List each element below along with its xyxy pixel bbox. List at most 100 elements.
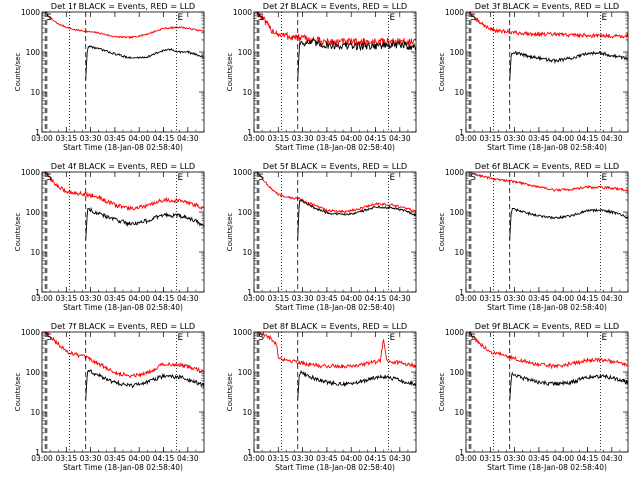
chart-title: Det 6f BLACK = Events, RED = LLD <box>475 161 619 171</box>
x-tick-label: 04:15 <box>153 294 175 303</box>
y-tick-label: 1 <box>247 288 252 297</box>
x-tick-label: 03:15 <box>479 134 501 143</box>
x-tick-label: 03:45 <box>104 454 126 463</box>
y-tick-label: 1000 <box>445 328 464 337</box>
x-tick-label: 03:00 <box>455 294 477 303</box>
x-tick-label: 03:00 <box>243 134 265 143</box>
x-tick-label: 03:15 <box>267 294 289 303</box>
x-axis-label: Start Time (18-Jan-08 02:58:40) <box>275 303 395 312</box>
y-axis-label: Counts/sec <box>14 53 22 92</box>
x-tick-label: 03:30 <box>504 134 526 143</box>
series-line-lld <box>254 330 417 369</box>
marker-label: E <box>601 333 607 343</box>
y-tick-label: 1000 <box>21 328 40 337</box>
chart-panel-6: Det 6f BLACK = Events, RED = LLD S E 1 10 100… <box>438 161 629 312</box>
chart-panel-3: Det 3f BLACK = Events, RED = LLD S E 1 10 100… <box>438 1 629 152</box>
series-line-lld <box>254 171 417 214</box>
chart-title: Det 1f BLACK = Events, RED = LLD <box>51 1 195 11</box>
x-tick-label: 03:15 <box>267 134 289 143</box>
x-tick-label: 03:45 <box>316 454 338 463</box>
y-tick-label: 100 <box>26 48 41 57</box>
x-tick-label: 03:30 <box>292 294 314 303</box>
x-axis-label: Start Time (18-Jan-08 02:58:40) <box>63 143 183 152</box>
marker-label: S <box>470 333 476 343</box>
y-axis-label: Counts/sec <box>226 373 234 412</box>
x-tick-label: 03:45 <box>316 294 338 303</box>
plot-frame <box>41 171 205 293</box>
marker-label: E <box>177 13 183 23</box>
y-tick-label: 10 <box>30 408 40 417</box>
series-line-lld <box>254 11 417 47</box>
series-line-lld <box>42 171 205 212</box>
chart-title: Det 3f BLACK = Events, RED = LLD <box>475 1 619 11</box>
marker-label: S <box>258 333 264 343</box>
x-tick-label: 03:15 <box>55 294 77 303</box>
series-line-events <box>85 206 205 241</box>
x-axis-label: Start Time (18-Jan-08 02:58:40) <box>275 143 395 152</box>
y-tick-label: 1 <box>35 128 40 137</box>
marker-label: S <box>258 13 264 23</box>
x-tick-label: 03:00 <box>31 294 53 303</box>
y-tick-label: 100 <box>238 368 253 377</box>
series-line-events <box>297 198 417 241</box>
y-tick-label: 1 <box>247 128 252 137</box>
x-tick-label: 03:15 <box>479 294 501 303</box>
x-axis-label: Start Time (18-Jan-08 02:58:40) <box>487 463 607 472</box>
chart-title: Det 8f BLACK = Events, RED = LLD <box>263 321 407 331</box>
marker-label: S <box>470 173 476 183</box>
x-tick-label: 03:00 <box>31 134 53 143</box>
y-tick-label: 1000 <box>21 8 40 17</box>
series-line-lld <box>466 171 629 193</box>
x-tick-label: 03:15 <box>479 454 501 463</box>
y-tick-label: 100 <box>26 368 41 377</box>
x-tick-label: 03:00 <box>455 134 477 143</box>
chart-title: Det 5f BLACK = Events, RED = LLD <box>263 161 407 171</box>
x-tick-label: 03:15 <box>55 454 77 463</box>
x-tick-label: 03:30 <box>80 454 102 463</box>
chart-title: Det 9f BLACK = Events, RED = LLD <box>475 321 619 331</box>
plot-frame <box>465 331 629 453</box>
x-tick-label: 03:00 <box>243 294 265 303</box>
series-line-events <box>85 45 205 81</box>
y-tick-label: 1000 <box>21 168 40 177</box>
x-tick-label: 04:00 <box>128 454 150 463</box>
y-tick-label: 100 <box>450 48 465 57</box>
x-tick-label: 03:30 <box>80 134 102 143</box>
y-tick-label: 1000 <box>233 168 252 177</box>
x-tick-label: 03:45 <box>316 134 338 143</box>
x-tick-label: 03:45 <box>104 294 126 303</box>
x-tick-label: 04:30 <box>389 454 411 463</box>
x-tick-label: 04:15 <box>365 294 387 303</box>
x-axis-label: Start Time (18-Jan-08 02:58:40) <box>487 303 607 312</box>
x-tick-label: 04:15 <box>365 134 387 143</box>
series-line-events <box>297 369 417 400</box>
y-tick-label: 1 <box>459 448 464 457</box>
marker-label: E <box>177 333 183 343</box>
y-tick-label: 100 <box>450 368 465 377</box>
chart-panel-4: Det 4f BLACK = Events, RED = LLD S E 1 10 100… <box>14 161 205 312</box>
y-tick-label: 10 <box>242 88 252 97</box>
x-tick-label: 03:30 <box>504 454 526 463</box>
series-line-lld <box>42 11 205 40</box>
x-tick-label: 04:30 <box>601 134 623 143</box>
x-tick-label: 04:30 <box>177 134 199 143</box>
chart-panel-5: Det 5f BLACK = Events, RED = LLD S E 1 10 100… <box>226 161 417 312</box>
plot-frame <box>253 331 417 453</box>
plot-frame <box>41 331 205 453</box>
y-tick-label: 10 <box>454 88 464 97</box>
x-tick-label: 03:00 <box>31 454 53 463</box>
y-tick-label: 1 <box>35 288 40 297</box>
plot-frame <box>253 11 417 133</box>
x-tick-label: 03:15 <box>267 454 289 463</box>
plot-frame <box>253 171 417 293</box>
y-tick-label: 10 <box>242 408 252 417</box>
x-tick-label: 03:45 <box>104 134 126 143</box>
series-line-events <box>509 207 629 241</box>
series-line-lld <box>466 11 629 39</box>
x-tick-label: 04:15 <box>577 134 599 143</box>
y-axis-label: Counts/sec <box>14 213 22 252</box>
y-axis-label: Counts/sec <box>226 213 234 252</box>
x-tick-label: 04:15 <box>153 134 175 143</box>
x-tick-label: 04:00 <box>552 294 574 303</box>
x-tick-label: 03:45 <box>528 294 550 303</box>
